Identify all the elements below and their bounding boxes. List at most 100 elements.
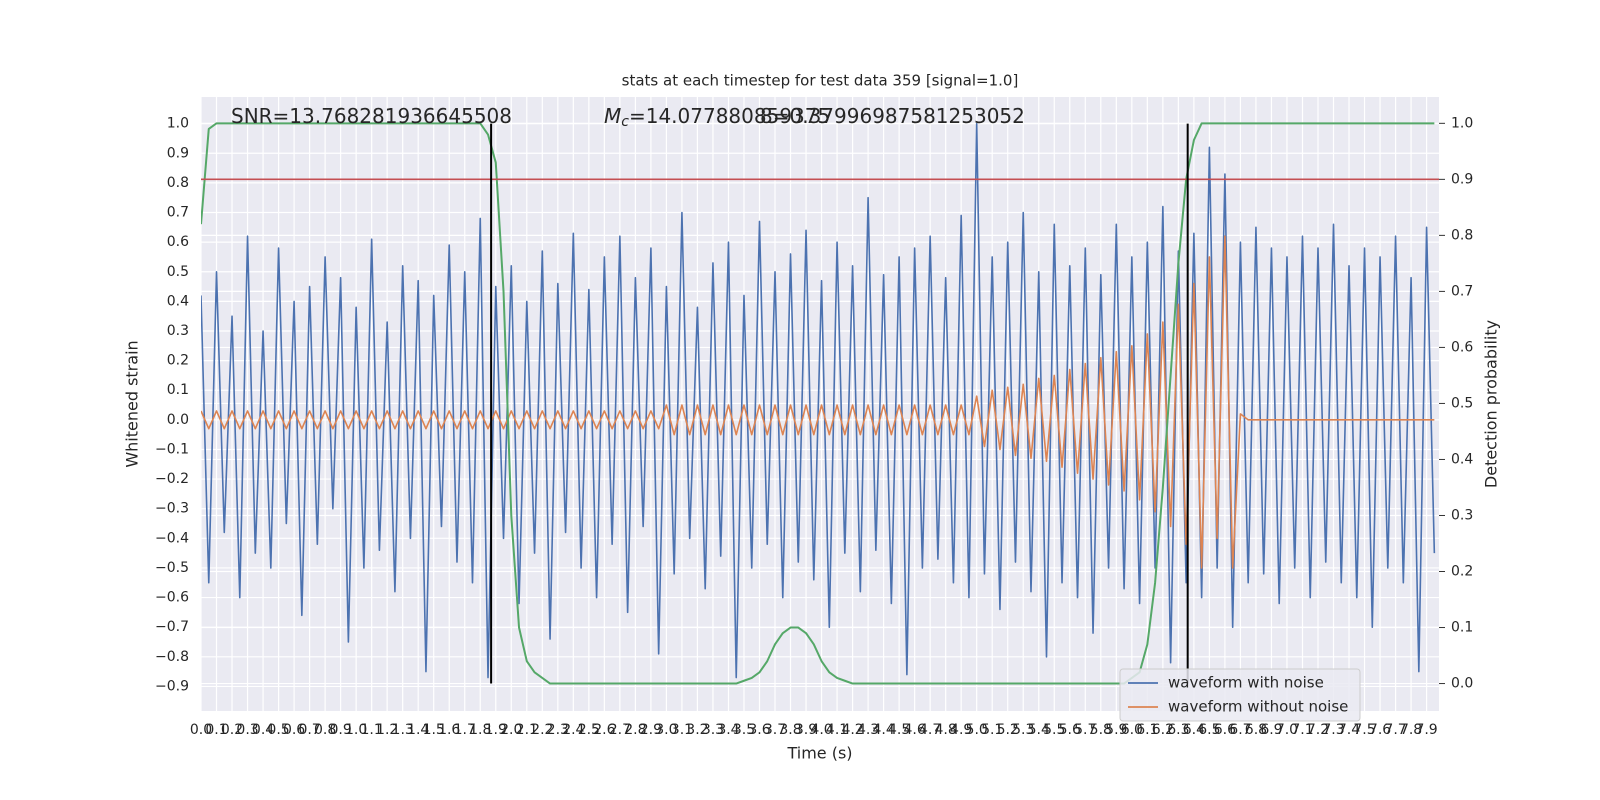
x-tick-label: 0.9: [329, 722, 351, 738]
y-tick-label: 0.3: [167, 323, 189, 339]
x-tick-label: 5.3: [1012, 722, 1034, 738]
y-tick-label: −0.9: [155, 678, 189, 694]
x-tick-label: 3.0: [655, 722, 677, 738]
x-tick-label: 7.7: [1384, 722, 1406, 738]
legend-label: waveform without noise: [1168, 698, 1348, 716]
y2-tick-label: 0.8: [1451, 227, 1473, 243]
x-tick-label: 4.6: [904, 722, 926, 738]
x-tick-label: 4.5: [888, 722, 910, 738]
x-tick-label: 0.8: [314, 722, 336, 738]
x-tick-label: 1.6: [438, 722, 460, 738]
x-tick-label: 0.2: [221, 722, 243, 738]
x-tick-label: 5.5: [1043, 722, 1065, 738]
x-tick-label: 0.5: [267, 722, 289, 738]
x-tick-label: 6.8: [1245, 722, 1267, 738]
x-tick-label: 5.7: [1074, 722, 1096, 738]
x-tick-label: 1.9: [485, 722, 507, 738]
x-axis-label: Time (s): [786, 744, 852, 763]
annotation: 8=0.37996987581253052: [760, 104, 1025, 128]
y-tick-label: −0.6: [155, 590, 189, 606]
x-tick-label: 4.3: [857, 722, 879, 738]
y-tick-label: 0.6: [167, 234, 189, 250]
x-tick-label: 2.6: [593, 722, 615, 738]
x-tick-label: 2.8: [624, 722, 646, 738]
x-tick-label: 0.1: [205, 722, 227, 738]
x-tick-label: 3.3: [702, 722, 724, 738]
y-tick-label: −0.5: [155, 560, 189, 576]
x-tick-label: 1.1: [361, 722, 383, 738]
x-tick-label: 6.4: [1183, 722, 1205, 738]
y2-tick-label: 0.7: [1451, 283, 1473, 299]
y-tick-label: 0.0: [167, 412, 189, 428]
x-tick-label: 0.7: [298, 722, 320, 738]
y-tick-label: −0.4: [155, 530, 189, 546]
annotation-text: =14.077880859375: [629, 104, 830, 128]
x-tick-label: 2.5: [578, 722, 600, 738]
x-tick-label: 4.4: [872, 722, 894, 738]
x-tick-label: 7.4: [1338, 722, 1360, 738]
y2-tick-label: 0.0: [1451, 676, 1473, 692]
x-tick-label: 2.2: [531, 722, 553, 738]
x-tick-label: 5.2: [997, 722, 1019, 738]
x-tick-label: 4.7: [919, 722, 941, 738]
y-tick-label: −0.3: [155, 501, 189, 517]
x-tick-label: 5.0: [966, 722, 988, 738]
x-tick-label: 7.5: [1353, 722, 1375, 738]
x-tick-label: 7.1: [1291, 722, 1313, 738]
x-tick-label: 0.4: [252, 722, 274, 738]
y-tick-label: 0.2: [167, 353, 189, 369]
chart-title: stats at each timestep for test data 359…: [622, 72, 1019, 90]
x-tick-label: 0.0: [190, 722, 212, 738]
x-tick-label: 0.6: [283, 722, 305, 738]
x-tick-label: 5.6: [1059, 722, 1081, 738]
y-tick-label: 0.4: [167, 293, 189, 309]
x-tick-label: 5.9: [1105, 722, 1127, 738]
x-tick-label: 5.4: [1028, 722, 1050, 738]
x-tick-label: 5.1: [981, 722, 1003, 738]
y-tick-label: 0.1: [167, 382, 189, 398]
x-tick-label: 3.5: [733, 722, 755, 738]
x-tick-label: 3.7: [764, 722, 786, 738]
y2-tick-label: 0.2: [1451, 564, 1473, 580]
x-tick-label: 6.9: [1260, 722, 1282, 738]
marks: [201, 122, 1439, 685]
x-tick-label: 1.0: [345, 722, 367, 738]
y-tick-label: −0.8: [155, 649, 189, 665]
y-tick-label: 1.0: [167, 116, 189, 132]
y-tick-label: 0.9: [167, 145, 189, 161]
annotation-symbol: M: [604, 104, 621, 128]
x-tick-label: 2.7: [609, 722, 631, 738]
y-tick-label: −0.7: [155, 619, 189, 635]
overlay: 0.00.10.20.30.40.50.60.70.80.91.01.11.21…: [155, 104, 1473, 739]
x-tick-label: 7.9: [1415, 722, 1437, 738]
x-tick-label: 0.3: [236, 722, 258, 738]
x-tick-label: 6.1: [1136, 722, 1158, 738]
y-axis-label: Whitened strain: [123, 340, 142, 467]
x-tick-label: 6.7: [1229, 722, 1251, 738]
x-tick-label: 4.9: [950, 722, 972, 738]
x-tick-label: 7.0: [1276, 722, 1298, 738]
x-tick-label: 7.3: [1322, 722, 1344, 738]
x-tick-label: 3.4: [717, 722, 739, 738]
x-tick-label: 3.1: [671, 722, 693, 738]
x-tick-label: 6.6: [1214, 722, 1236, 738]
x-tick-label: 3.8: [779, 722, 801, 738]
x-tick-label: 2.4: [562, 722, 584, 738]
y2-tick-label: 0.5: [1451, 395, 1473, 411]
x-tick-label: 6.2: [1152, 722, 1174, 738]
annotation-text: 8=0.37996987581253052: [760, 104, 1025, 128]
legend-box: [1119, 668, 1361, 722]
grid: [200, 97, 1439, 711]
y-tick-label: 0.7: [167, 205, 189, 221]
x-tick-label: 3.2: [686, 722, 708, 738]
x-tick-label: 1.3: [392, 722, 414, 738]
annotation-text: SNR=13.768281936645508: [231, 104, 512, 128]
y-tick-label: −0.1: [155, 441, 189, 457]
x-tick-label: 6.5: [1198, 722, 1220, 738]
x-tick-label: 7.8: [1400, 722, 1422, 738]
x-tick-label: 4.1: [826, 722, 848, 738]
x-tick-label: 2.3: [547, 722, 569, 738]
x-tick-label: 2.1: [516, 722, 538, 738]
y2-tick-label: 1.0: [1451, 115, 1473, 131]
